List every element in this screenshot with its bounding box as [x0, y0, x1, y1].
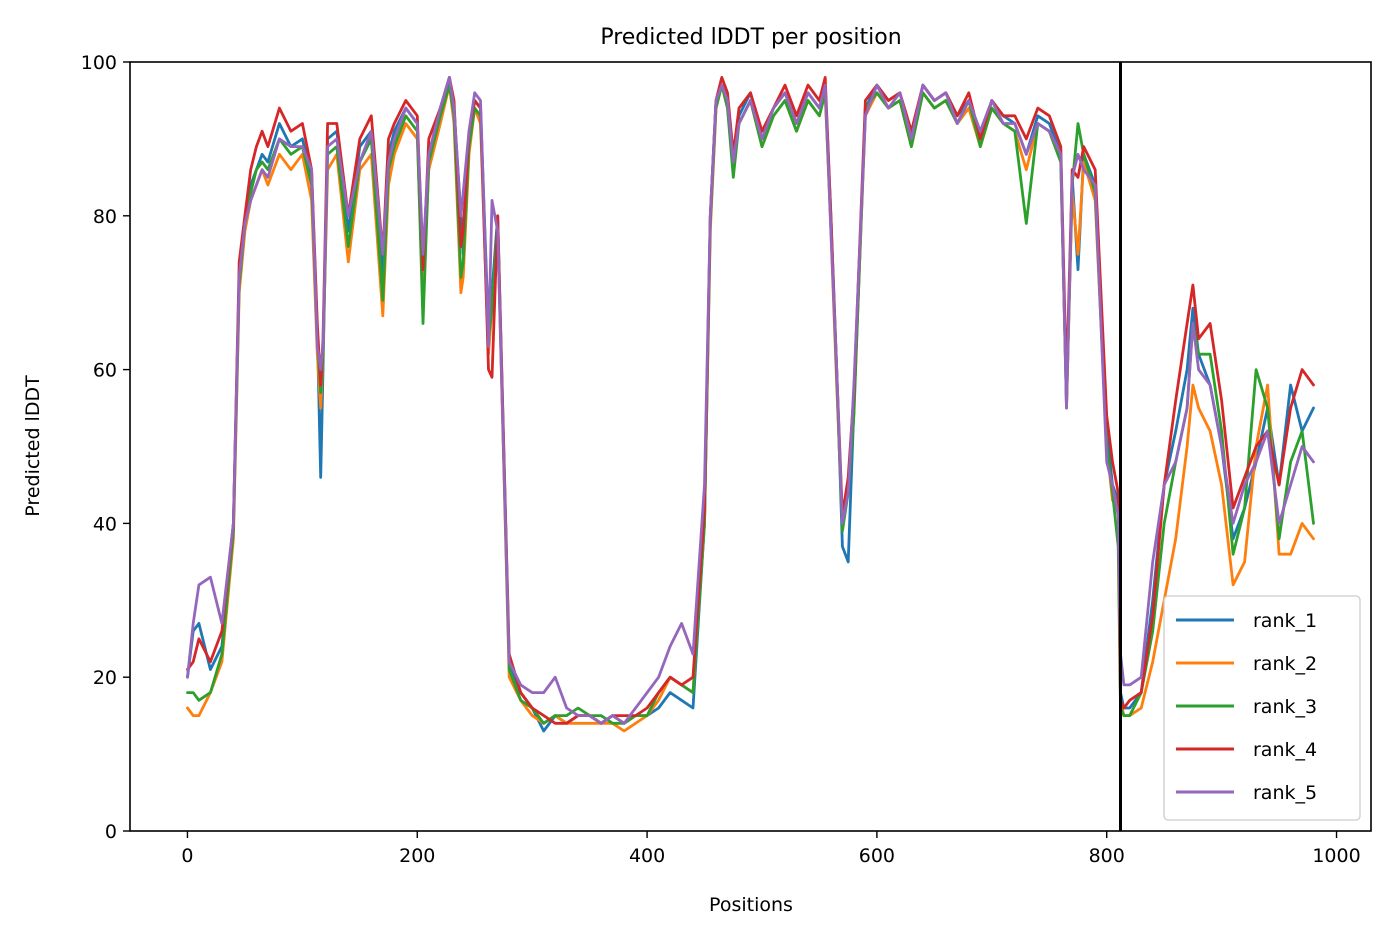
- legend-label: rank_3: [1253, 696, 1317, 718]
- x-tick-label: 200: [399, 845, 435, 867]
- legend: rank_1 rank_2 rank_3 rank_4 rank_5: [1163, 595, 1361, 821]
- x-axis: 0 200 400 600 800 1000: [181, 831, 1361, 867]
- x-tick-label: 400: [629, 845, 665, 867]
- y-axis: 0 20 40 60 80 100: [81, 52, 130, 843]
- x-axis-label: Positions: [709, 894, 793, 916]
- x-tick-label: 1000: [1312, 845, 1360, 867]
- legend-box: [1163, 595, 1361, 821]
- x-tick-label: 600: [859, 845, 895, 867]
- legend-label: rank_5: [1253, 782, 1317, 804]
- y-axis-label: Predicted lDDT: [22, 375, 44, 517]
- series-line-rank-5: [186, 76, 1315, 725]
- legend-label: rank_2: [1253, 653, 1317, 675]
- series-layer: [186, 76, 1315, 733]
- y-tick-label: 0: [105, 821, 117, 843]
- y-tick-label: 60: [93, 360, 117, 382]
- legend-label: rank_1: [1253, 610, 1317, 632]
- y-tick-label: 40: [93, 513, 117, 535]
- x-tick-label: 0: [181, 845, 193, 867]
- y-tick-label: 80: [93, 206, 117, 228]
- x-tick-label: 800: [1089, 845, 1125, 867]
- legend-label: rank_4: [1253, 739, 1317, 761]
- y-tick-label: 20: [93, 667, 117, 689]
- chart-title: Predicted lDDT per position: [600, 25, 901, 50]
- y-tick-label: 100: [81, 52, 117, 74]
- plot-frame: [129, 61, 1372, 832]
